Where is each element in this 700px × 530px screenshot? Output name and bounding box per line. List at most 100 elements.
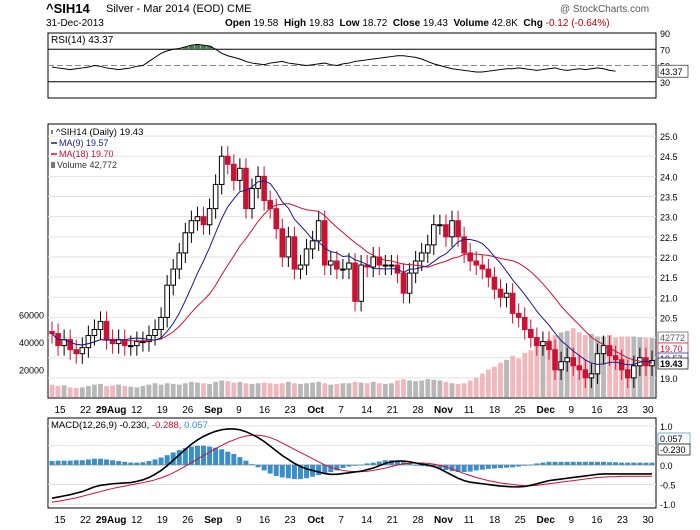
macd-histogram-bar bbox=[594, 461, 600, 465]
macd-histogram-bar bbox=[188, 446, 194, 465]
macd-label-main: MACD(12,26,9) -0.230, bbox=[51, 420, 152, 431]
volume-bar bbox=[346, 383, 352, 397]
price-tick-label: 22.0 bbox=[660, 253, 678, 263]
macd-histogram-bar bbox=[534, 463, 540, 465]
macd-histogram-bar bbox=[328, 464, 334, 472]
candle-body bbox=[152, 329, 158, 337]
volume-bar bbox=[492, 366, 497, 397]
candle-body bbox=[449, 220, 455, 238]
macd-x-label: 14 bbox=[361, 515, 373, 526]
candle-body bbox=[388, 264, 395, 267]
candle-body bbox=[600, 345, 607, 355]
macd-x-label: 7 bbox=[338, 515, 344, 526]
candle-body bbox=[612, 355, 619, 361]
macd-label-hist: 0.057 bbox=[184, 420, 208, 431]
volume-bar bbox=[607, 335, 612, 397]
price-x-label: 9 bbox=[236, 405, 242, 416]
macd-histogram-bar bbox=[297, 464, 303, 480]
volume-bar bbox=[49, 384, 55, 397]
macd-x-label: 19 bbox=[157, 515, 169, 526]
candle-body bbox=[340, 268, 346, 271]
macd-histogram-bar bbox=[255, 464, 261, 468]
volume-bar bbox=[243, 383, 249, 397]
volume-bar bbox=[170, 383, 176, 397]
macd-x-label: 15 bbox=[54, 515, 66, 526]
volume-bar bbox=[255, 383, 261, 397]
volume-bar bbox=[322, 383, 328, 397]
macd-histogram-bar bbox=[437, 464, 443, 469]
volume-bar bbox=[292, 383, 297, 397]
volume-bar bbox=[195, 382, 200, 397]
candle-body bbox=[73, 349, 80, 355]
candle-body bbox=[503, 292, 510, 298]
volume-bar bbox=[504, 359, 509, 397]
volume-bar bbox=[437, 380, 443, 397]
price-x-label: 30 bbox=[642, 405, 654, 416]
macd-histogram-bar bbox=[643, 462, 649, 465]
candle-body bbox=[200, 216, 207, 226]
candle-body bbox=[85, 335, 92, 349]
macd-histogram-bar bbox=[79, 460, 85, 465]
candle-body bbox=[485, 268, 492, 278]
candle-body bbox=[327, 260, 334, 266]
volume-bar bbox=[249, 383, 255, 397]
volume-bar bbox=[73, 388, 79, 397]
macd-histogram-bar bbox=[122, 461, 128, 465]
volume-bar bbox=[358, 382, 364, 397]
macd-x-label: Nov bbox=[434, 515, 453, 526]
macd-histogram-bar bbox=[231, 454, 237, 465]
macd-signal-line bbox=[51, 434, 652, 503]
macd-histogram-bar bbox=[340, 464, 346, 469]
rsi-value-tag-text: 43.37 bbox=[660, 67, 683, 77]
price-tag: 42772 bbox=[660, 333, 685, 343]
candle-body bbox=[218, 155, 225, 185]
macd-label-signal: -0.288, bbox=[152, 420, 184, 431]
price-tick-label: 19.0 bbox=[660, 374, 678, 384]
macd-tick-label: 1.0 bbox=[660, 422, 673, 432]
candle-body bbox=[497, 288, 504, 298]
macd-histogram-bar bbox=[225, 451, 231, 465]
macd-histogram-bar bbox=[182, 448, 188, 465]
volume-bar bbox=[443, 381, 449, 397]
open-label: Open bbox=[225, 18, 251, 29]
candle-body bbox=[431, 224, 437, 246]
macd-histogram-bar bbox=[443, 464, 449, 471]
macd-histogram-bar bbox=[279, 464, 285, 478]
symbol-title: ^SIH14 bbox=[46, 1, 90, 16]
price-tag-box bbox=[657, 357, 689, 370]
candle-body bbox=[546, 341, 552, 351]
candle-body bbox=[285, 236, 292, 258]
macd-histogram-bar bbox=[625, 462, 631, 465]
volume-bar bbox=[364, 383, 370, 397]
volume-tick-label: 60000 bbox=[19, 311, 44, 321]
macd-histogram-bar bbox=[649, 462, 655, 465]
macd-histogram-bar bbox=[249, 464, 255, 465]
volume-bar bbox=[267, 383, 273, 397]
candle-body bbox=[255, 175, 261, 189]
volume-bar bbox=[279, 383, 285, 397]
macd-histogram-bar bbox=[576, 461, 582, 465]
candle-body bbox=[309, 240, 316, 250]
volume-bar bbox=[395, 380, 400, 397]
candle-body bbox=[437, 224, 443, 227]
macd-histogram-bar bbox=[613, 462, 619, 465]
macd-histogram-bar bbox=[631, 462, 637, 465]
volume-bar bbox=[498, 362, 503, 397]
volume-bar bbox=[273, 383, 279, 397]
price-tick-label: 21.5 bbox=[660, 273, 678, 283]
macd-histogram-bar bbox=[219, 449, 225, 465]
price-x-label: 9 bbox=[569, 405, 575, 416]
volume-bar bbox=[601, 336, 606, 397]
macd-histogram-bar bbox=[449, 464, 455, 472]
candle-body bbox=[231, 163, 237, 181]
rsi-tick-label: 70 bbox=[660, 45, 670, 55]
volume-bar bbox=[455, 383, 461, 397]
macd-x-label: 22 bbox=[80, 515, 92, 526]
macd-x-label: 16 bbox=[591, 515, 603, 526]
candle-body bbox=[564, 357, 570, 363]
candle-body bbox=[588, 373, 595, 379]
candle-body bbox=[206, 208, 213, 226]
macd-x-label: 25 bbox=[515, 515, 527, 526]
volume-bar bbox=[370, 381, 376, 397]
